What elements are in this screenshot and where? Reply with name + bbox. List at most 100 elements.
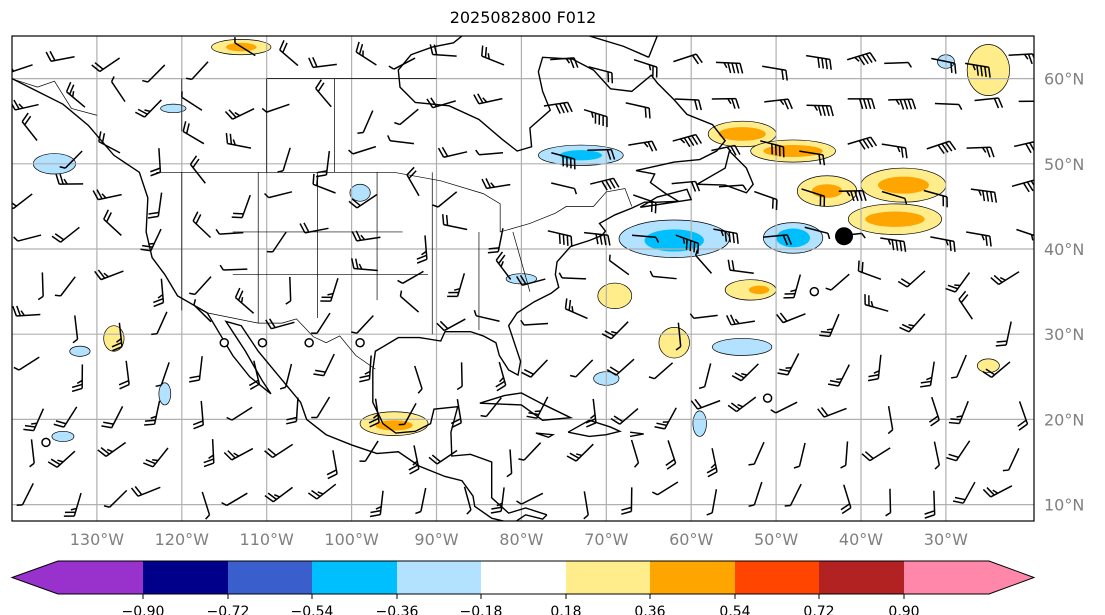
wind-barb xyxy=(23,408,45,432)
wind-barb xyxy=(770,401,798,414)
lon-tick-label: 110°W xyxy=(240,530,295,549)
wind-barb xyxy=(547,230,573,247)
wind-barb xyxy=(930,236,956,252)
wind-barb xyxy=(583,108,608,128)
wind-barb xyxy=(806,54,832,70)
wind-barb xyxy=(698,363,712,390)
lon-tick-label: 100°W xyxy=(324,530,379,549)
wind-barb xyxy=(632,194,657,214)
open-marker xyxy=(257,337,268,348)
wind-barb xyxy=(713,228,739,244)
lat-tick-label: 30°N xyxy=(1044,325,1084,344)
wind-barb xyxy=(59,150,83,169)
wind-barb xyxy=(569,359,594,378)
anomaly-region xyxy=(597,282,633,309)
wind-barb xyxy=(587,148,616,160)
wind-barb xyxy=(54,276,76,297)
wind-barb xyxy=(793,442,806,469)
wind-barb xyxy=(564,298,588,320)
wind-barb xyxy=(885,488,892,517)
wind-barb xyxy=(450,399,462,429)
lon-tick-label: 130°W xyxy=(70,530,125,549)
wind-barb xyxy=(192,400,205,430)
wind-barb xyxy=(147,192,163,219)
wind-barb xyxy=(266,231,287,253)
lon-tick-label: 70°W xyxy=(584,530,628,549)
wind-barb xyxy=(924,490,936,519)
colorbar-segment xyxy=(397,561,481,594)
lon-tick-label: 50°W xyxy=(754,530,798,549)
colorbar-outline xyxy=(10,560,1036,595)
wind-barb xyxy=(946,440,971,462)
wind-barb xyxy=(185,61,209,81)
wind-barb xyxy=(264,191,293,199)
wind-barb xyxy=(248,360,261,390)
wind-barb xyxy=(880,237,907,252)
markers xyxy=(41,227,854,448)
wind-barb xyxy=(226,406,253,421)
wind-barb xyxy=(675,234,700,254)
wind-barb xyxy=(135,99,162,118)
colorbar-segment xyxy=(904,561,1034,594)
colorbar-tick-label: 0.36 xyxy=(634,604,665,615)
wind-barb xyxy=(806,104,834,117)
open-marker xyxy=(41,437,51,448)
wind-barb xyxy=(608,254,630,276)
wind-barb xyxy=(13,234,42,242)
wind-barb xyxy=(520,319,549,326)
wind-barb xyxy=(945,272,971,293)
wind-barb xyxy=(804,226,831,240)
wind-barb xyxy=(521,359,548,378)
colorbar-tick-label: 0.54 xyxy=(719,604,750,615)
coastlines xyxy=(12,36,754,521)
anomaly-region xyxy=(712,338,773,356)
wind-barb xyxy=(840,484,852,515)
wind-barb xyxy=(103,489,128,508)
wind-barb xyxy=(415,487,427,515)
wind-barb xyxy=(516,274,546,287)
wind-barb xyxy=(223,447,254,461)
wind-barb xyxy=(727,396,757,413)
wind-barb xyxy=(631,234,660,243)
wind-barb xyxy=(91,57,121,73)
wind-barb xyxy=(610,407,639,425)
wind-barb xyxy=(551,152,576,170)
wind-barb xyxy=(777,353,800,376)
wind-barb xyxy=(387,135,415,145)
wind-barb xyxy=(480,397,502,418)
wind-barb xyxy=(982,361,1011,378)
wind-barb xyxy=(920,361,935,388)
wind-barb xyxy=(654,407,677,430)
wind-barb xyxy=(13,356,40,371)
wind-barb xyxy=(98,131,121,154)
wind-barb xyxy=(47,450,76,468)
wind-barb xyxy=(857,260,882,281)
wind-barb xyxy=(277,147,291,173)
wind-barb xyxy=(1011,179,1034,193)
wind-barb xyxy=(279,363,293,390)
wind-barb xyxy=(931,57,957,74)
lat-tick-label: 20°N xyxy=(1044,410,1084,429)
wind-barb xyxy=(923,189,948,208)
wind-barb xyxy=(899,313,926,333)
colorbar-tick-label: 0.18 xyxy=(550,604,581,615)
wind-barb xyxy=(526,396,549,419)
wind-barb xyxy=(583,491,589,520)
wind-barb xyxy=(234,287,255,314)
wind-barb xyxy=(12,99,39,111)
wind-barb xyxy=(1013,141,1034,154)
wind-barb xyxy=(188,356,203,383)
wind-barb xyxy=(825,273,850,291)
wind-barb xyxy=(601,321,629,340)
open-marker xyxy=(809,286,820,297)
wind-barb xyxy=(97,441,127,457)
wind-barb xyxy=(416,235,428,264)
wind-barb xyxy=(398,402,417,426)
wind-barb xyxy=(674,98,703,111)
wind-barb xyxy=(406,166,420,197)
wind-barb xyxy=(966,146,995,158)
wind-barb xyxy=(351,258,378,272)
wind-barb xyxy=(429,44,457,57)
colorbar-segment xyxy=(735,561,819,594)
wind-barb xyxy=(437,146,468,158)
